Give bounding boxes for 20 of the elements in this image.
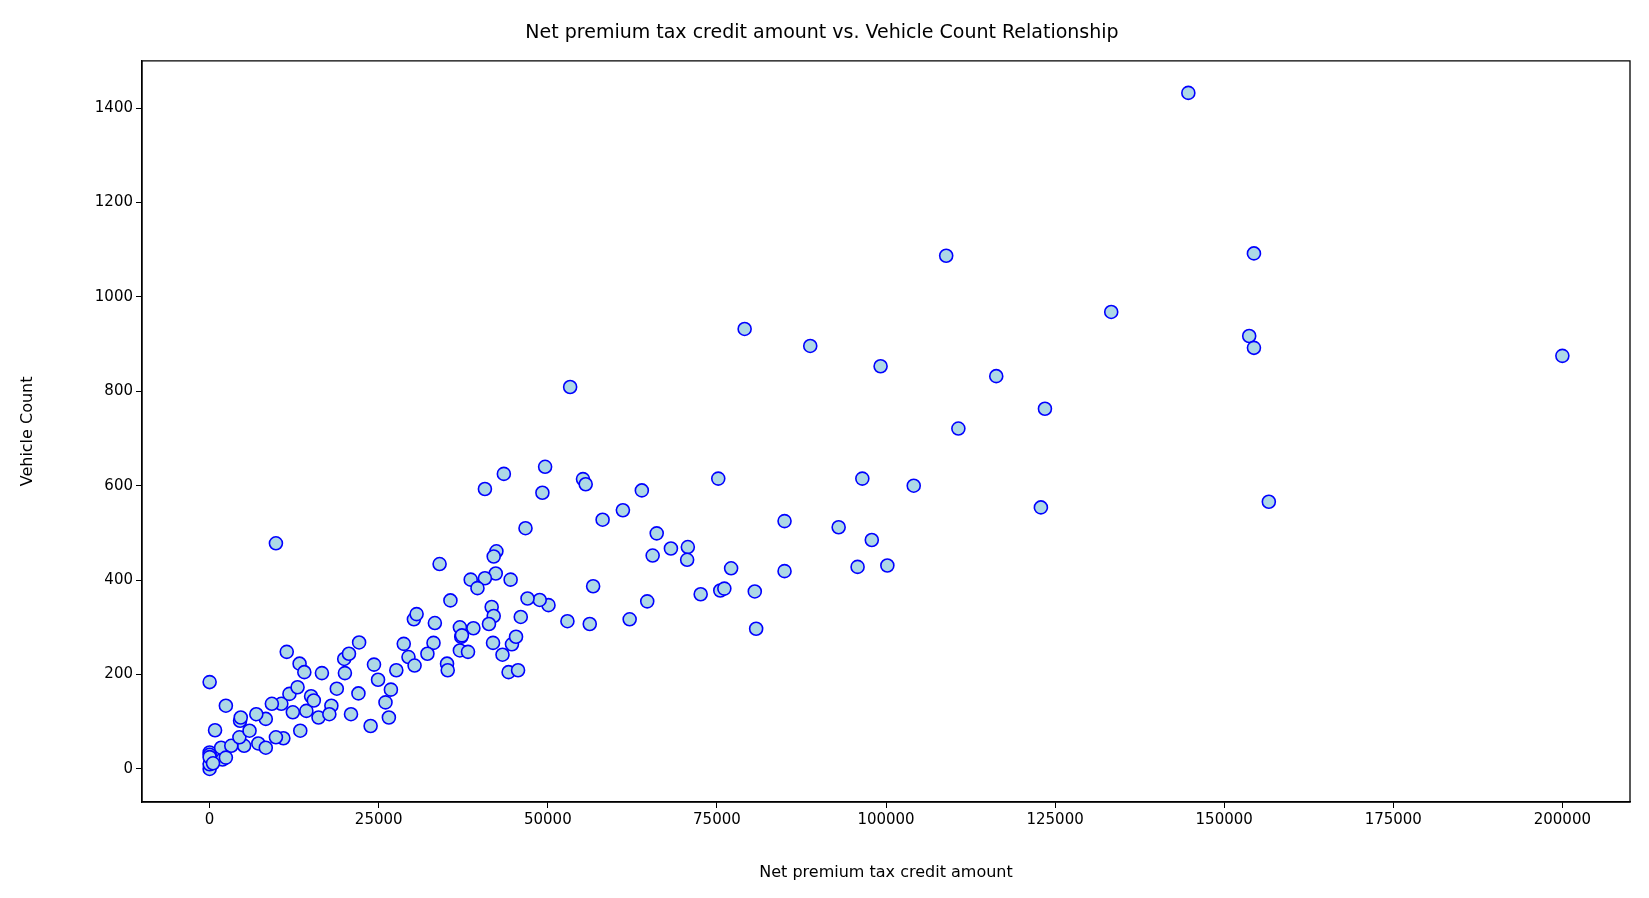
y-tick-label: 800 <box>104 381 133 400</box>
x-tick-label: 25000 <box>354 809 403 828</box>
chart-title: Net premium tax credit amount vs. Vehicle Count Relationship <box>525 20 1119 43</box>
x-axis-title: Net premium tax credit amount <box>759 861 1013 881</box>
y-tick-label: 200 <box>104 664 133 683</box>
x-tick-label: 50000 <box>523 809 572 828</box>
x-tick-label: 100000 <box>857 809 915 828</box>
y-tick-label: 0 <box>123 758 133 777</box>
y-tick-label: 1400 <box>94 97 133 116</box>
x-tick-label: 200000 <box>1533 809 1591 828</box>
y-tick-label: 1000 <box>94 286 133 305</box>
x-tick-label: 125000 <box>1026 809 1084 828</box>
x-tick-label: 175000 <box>1364 809 1422 828</box>
x-tick-label: 75000 <box>693 809 741 828</box>
x-tick-label: 150000 <box>1195 809 1253 828</box>
y-axis-title: Vehicle Count <box>16 376 36 487</box>
y-tick-label: 600 <box>104 475 133 494</box>
y-tick-label: 400 <box>104 570 133 588</box>
y-tick-label: 1200 <box>94 192 133 211</box>
x-tick-label: 0 <box>204 809 215 828</box>
